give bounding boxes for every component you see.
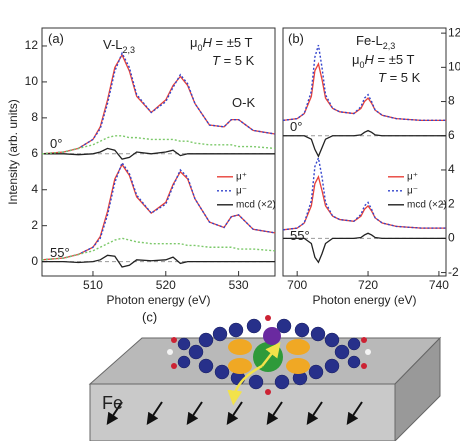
substrate-front	[90, 384, 395, 441]
y-tick-label: -2	[448, 265, 459, 279]
annotation: 0°	[50, 136, 62, 151]
spectrum-line	[42, 136, 275, 154]
y-tick-label: 0	[448, 231, 455, 245]
spectrum-line	[283, 158, 446, 230]
y-tick-label: 8	[448, 94, 455, 108]
annotation-part: 2,3	[123, 45, 136, 55]
x-tick-label: 700	[287, 278, 307, 292]
spectrum-line	[42, 148, 275, 159]
legend-label: μ⁺	[407, 171, 418, 182]
x-tick-label: 740	[429, 278, 449, 292]
legend-label: mcd (×2)	[236, 199, 276, 210]
annotation-part: (b)	[288, 31, 304, 46]
page: XMCD spectra body { margin: 0; backgroun…	[0, 0, 460, 441]
annotation: (b)	[288, 31, 304, 46]
y-tick-label: 12	[25, 38, 39, 52]
annotation: T = 5 K	[378, 70, 421, 85]
annotation-part: = 5 K	[220, 53, 255, 68]
spectrum-line	[283, 64, 446, 120]
annotation-part: V-L	[103, 37, 123, 52]
spectrum-line	[283, 131, 446, 157]
x-tick-label: 530	[229, 278, 249, 292]
annotation: 55°	[290, 228, 310, 243]
y-tick-label: 10	[448, 60, 460, 74]
annotation-part: 55°	[290, 228, 310, 243]
annotation-part: 2,3	[383, 41, 396, 51]
figure: (c) Fe 510 520 530 0 2 4 6 8 10 12 Photon energy (…	[0, 0, 460, 441]
spectrum-line	[42, 238, 275, 260]
legend-label: mcd (×2)	[407, 199, 447, 210]
y-tick-label: 2	[448, 196, 455, 210]
annotation: Fe-L2,3	[356, 33, 395, 51]
substrate-label: Fe	[102, 393, 123, 413]
y-tick-label: 2	[31, 218, 38, 232]
annotation-part: 55°	[50, 245, 70, 260]
annotation-part: μ	[190, 35, 198, 50]
annotation-part: μ	[352, 52, 360, 67]
annotation-part: O-K	[232, 95, 255, 110]
annotation-part: = ±5 T	[374, 52, 415, 67]
y-tick-label: 6	[448, 128, 455, 142]
annotation-part: = 5 K	[386, 70, 421, 85]
y-tick-label: 4	[31, 182, 38, 196]
annotation-part: 0°	[290, 119, 302, 134]
y-tick-label: 8	[31, 110, 38, 124]
x-axis-label: Photon energy (eV)	[312, 293, 416, 307]
legend-label: μ⁻	[236, 185, 247, 196]
annotation: 0°	[290, 119, 302, 134]
x-tick-label: 510	[83, 278, 103, 292]
y-tick-label: 0	[31, 254, 38, 268]
annotation-part: Fe-L	[356, 33, 383, 48]
annotation: (a)	[48, 31, 64, 46]
x-tick-label: 720	[358, 278, 378, 292]
annotation-part: (a)	[48, 31, 64, 46]
legend-label: μ⁺	[236, 171, 247, 182]
annotation: T = 5 K	[212, 53, 255, 68]
y-tick-label: 4	[448, 162, 455, 176]
annotation: μ0H = ±5 T	[190, 35, 252, 53]
x-axis-label: Photon energy (eV)	[106, 293, 210, 307]
panel-label: (c)	[142, 309, 157, 324]
y-tick-label: 12	[448, 25, 460, 39]
annotation: μ0H = ±5 T	[352, 52, 414, 70]
annotation: O-K	[232, 95, 255, 110]
annotation: 55°	[50, 245, 70, 260]
panel-c: (c) Fe	[90, 309, 440, 441]
spectrum-line	[42, 255, 275, 267]
annotation-part: 0°	[50, 136, 62, 151]
annotation-part: = ±5 T	[212, 35, 253, 50]
x-tick-label: 520	[156, 278, 176, 292]
page-body: {"chart_data": [ {"type": "line", "x_lab…	[0, 0, 460, 441]
y-axis-label: Intensity (arb. units)	[6, 99, 20, 204]
legend-label: μ⁻	[407, 185, 418, 196]
annotation: V-L2,3	[103, 37, 135, 55]
y-tick-label: 10	[25, 74, 39, 88]
y-tick-label: 6	[31, 146, 38, 160]
